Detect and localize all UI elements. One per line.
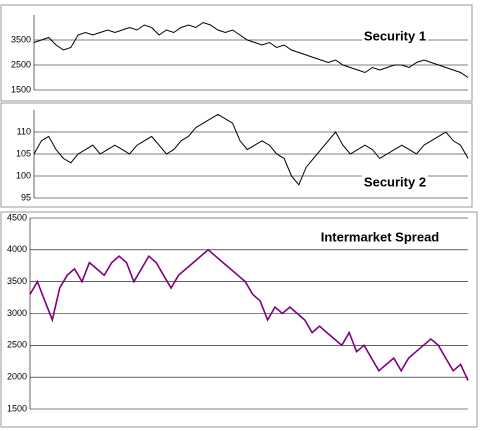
y-tick-label: 2000 (7, 372, 27, 382)
y-tick-label: 4500 (7, 212, 27, 222)
panel-frame (0, 211, 478, 428)
title-background (361, 29, 429, 45)
panel-frame (0, 4, 473, 102)
panel-frame (0, 102, 473, 208)
y-tick-label: 2500 (11, 59, 31, 69)
data-line (33, 21, 469, 78)
title-background (318, 230, 442, 246)
y-tick-label: 1500 (7, 403, 27, 413)
chart-title: Security 2 (364, 174, 426, 189)
y-tick-label: 110 (17, 126, 31, 136)
chart-title: Security 1 (364, 28, 426, 43)
data-line (29, 248, 469, 381)
chart-title: Intermarket Spread (321, 229, 440, 244)
y-tick-label: 95 (21, 192, 31, 202)
y-tick-label: 1500 (11, 84, 31, 94)
y-tick-label: 4000 (7, 244, 27, 254)
y-tick-label: 3500 (7, 276, 27, 286)
y-tick-label: 3000 (7, 308, 27, 318)
y-tick-label: 3500 (11, 34, 31, 44)
title-background (361, 175, 429, 191)
data-line (33, 113, 469, 186)
y-tick-label: 100 (16, 170, 31, 180)
y-tick-label: 2500 (7, 340, 27, 350)
y-tick-label: 105 (16, 148, 31, 158)
